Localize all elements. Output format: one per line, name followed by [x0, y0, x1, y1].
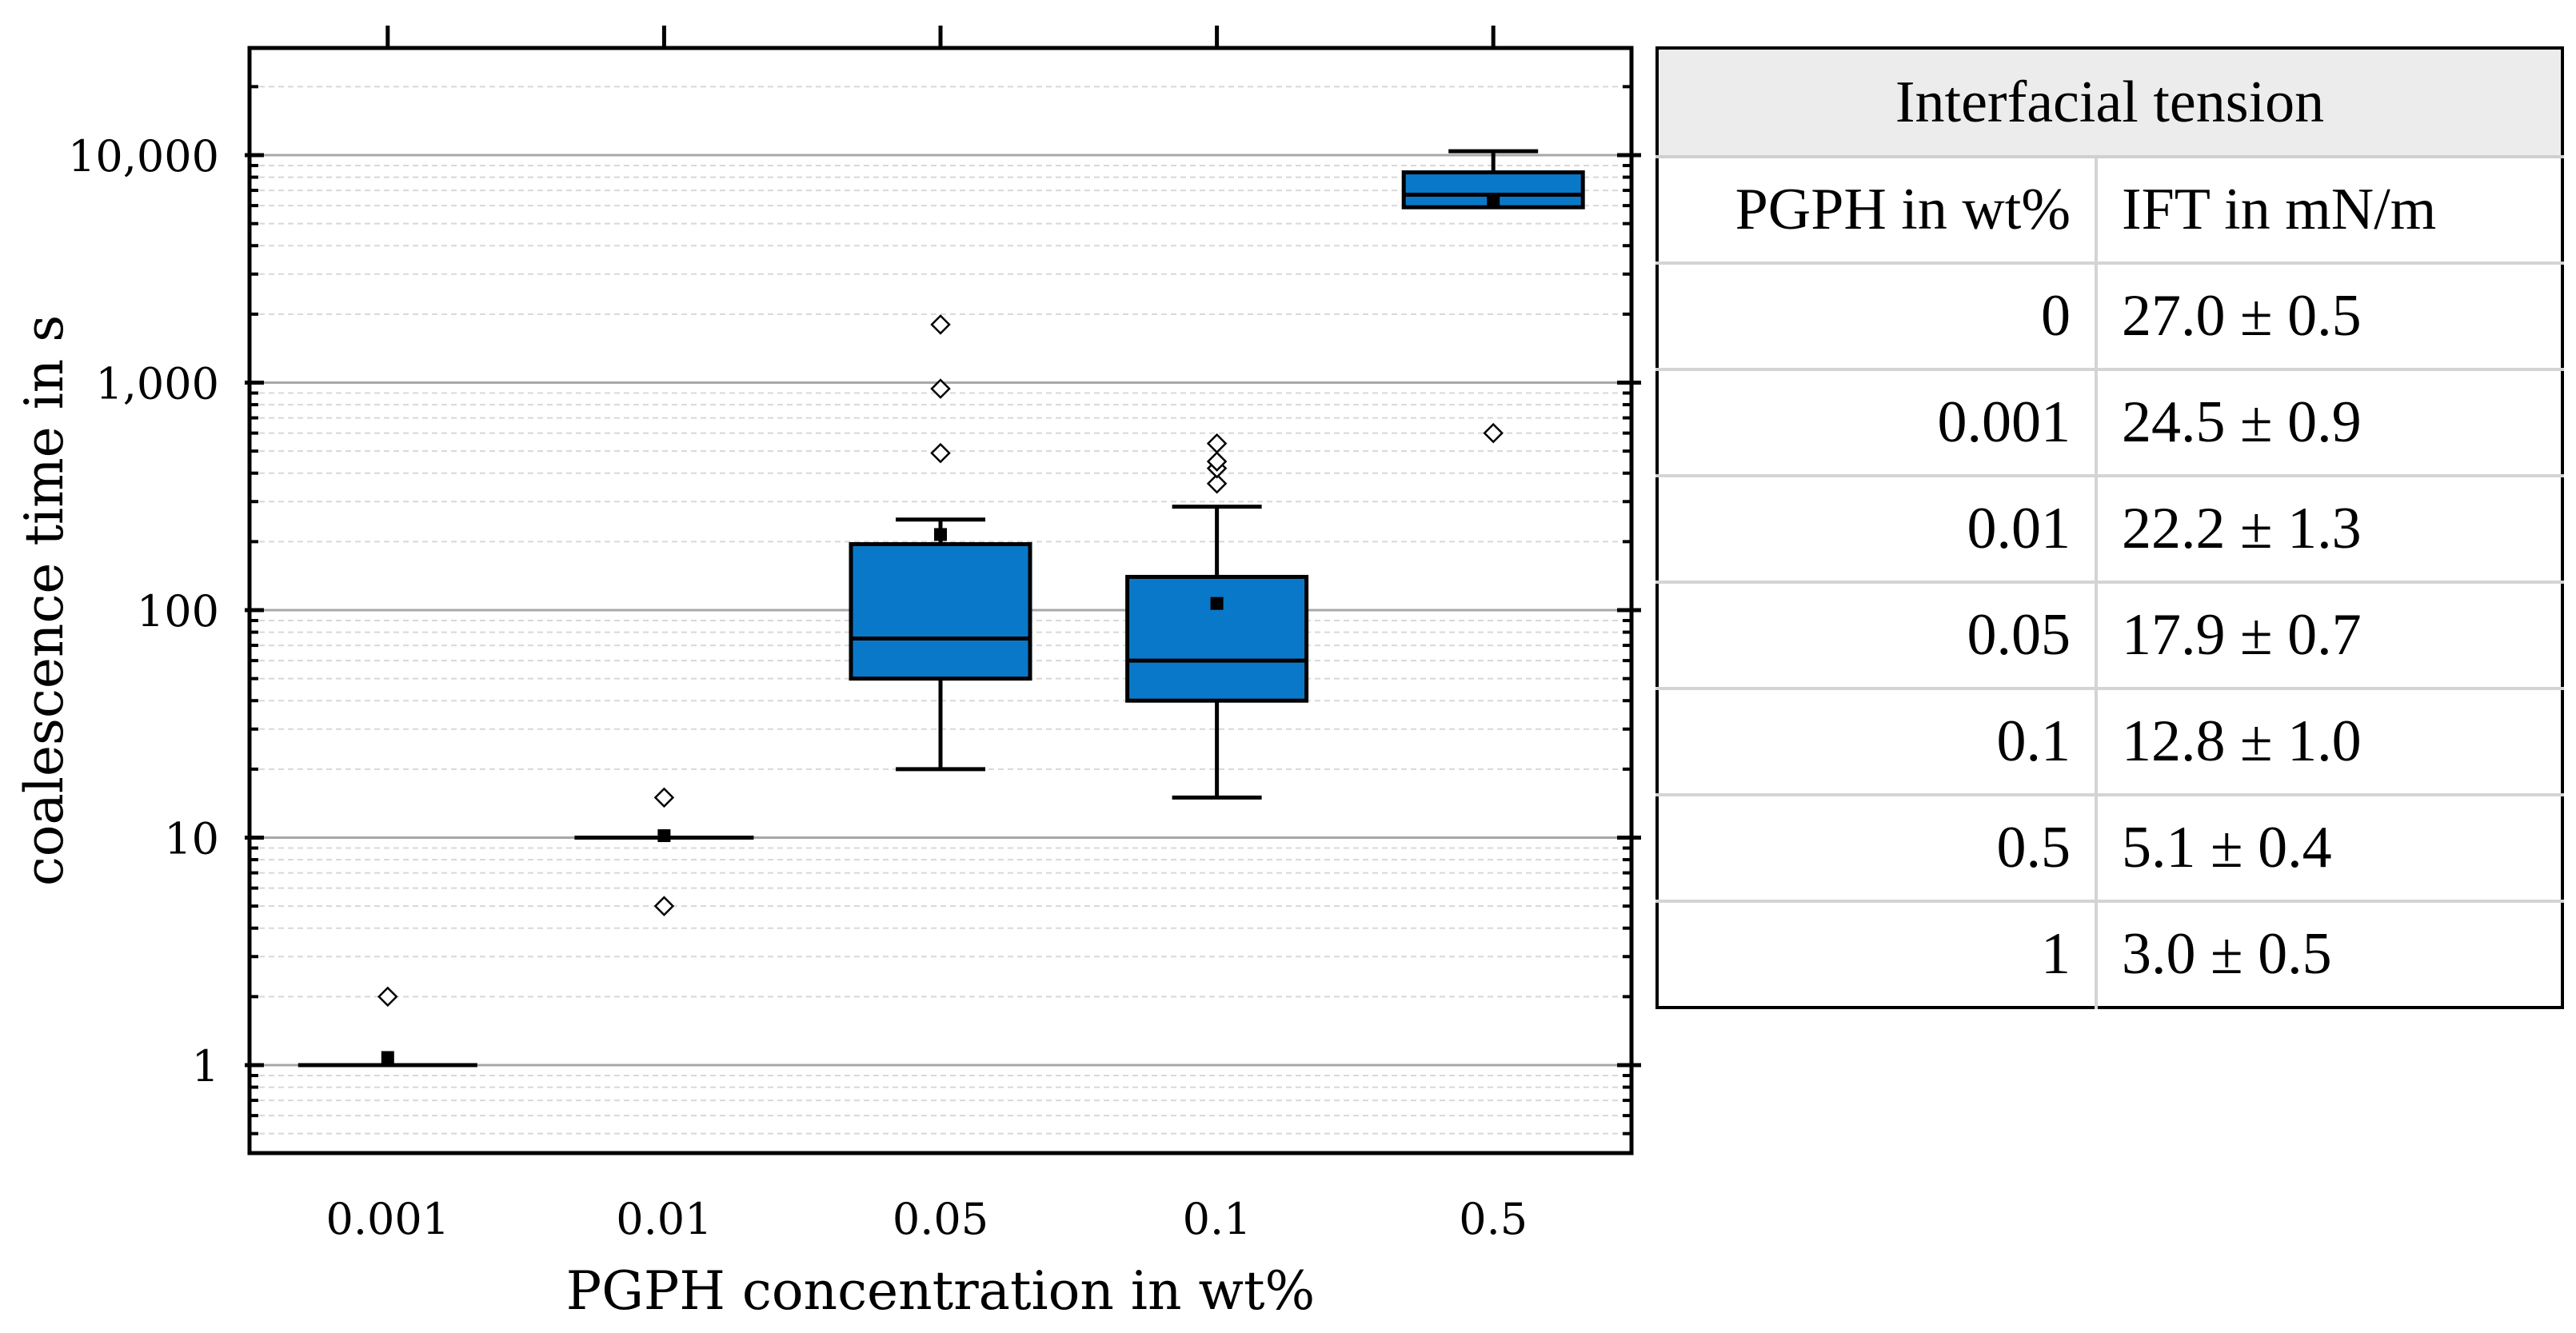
- mean-marker: [1210, 597, 1224, 610]
- table-title: Interfacial tension: [1657, 48, 2562, 158]
- mean-marker: [1487, 193, 1500, 206]
- y-tick-label: 10,000: [68, 131, 219, 182]
- box-series: [298, 149, 1585, 1068]
- pgph-cell: 0.1: [1657, 688, 2098, 796]
- table-row: 0.05 17.9 ± 0.7: [1657, 582, 2562, 690]
- x-tick-label: 0.001: [326, 1194, 450, 1244]
- outlier-point: [1206, 433, 1228, 454]
- box-iqr: [849, 541, 1032, 681]
- y-axis-title: coalescence time in s: [14, 315, 75, 886]
- ift-cell: 27.0 ± 0.5: [2096, 263, 2562, 371]
- interfacial-tension-table: Interfacial tension PGPH in wt% IFT in m…: [1655, 46, 2564, 1009]
- ift-cell: 22.2 ± 1.3: [2096, 476, 2562, 584]
- mean-marker: [934, 528, 947, 541]
- x-tick-label: 0.1: [1183, 1194, 1252, 1244]
- x-tick-label: 0.05: [893, 1194, 988, 1244]
- outlier-point: [1206, 451, 1228, 472]
- table-row: 0.5 5.1 ± 0.4: [1657, 795, 2562, 903]
- box-group-0.001: [298, 986, 477, 1068]
- pgph-cell: 0.001: [1657, 369, 2098, 477]
- plot-frame: [247, 46, 1634, 1155]
- column-header-pgph: PGPH in wt%: [1657, 157, 2098, 265]
- outlier-point: [377, 986, 398, 1008]
- table-row: 0.1 12.8 ± 1.0: [1657, 688, 2562, 796]
- box-group-0.05: [849, 314, 1032, 772]
- x-tick-label: 0.5: [1459, 1194, 1528, 1244]
- outlier-point: [653, 787, 675, 808]
- table-row: 0.001 24.5 ± 0.9: [1657, 369, 2562, 477]
- y-tick-label: 1: [192, 1041, 219, 1092]
- box-group-0.1: [1125, 433, 1309, 800]
- ift-cell: 3.0 ± 0.5: [2122, 921, 2332, 987]
- tick-labels: 1 10 100 1,000 10,000 0.001 0.01 0.05 0.1 0.5: [68, 131, 1528, 1244]
- pgph-cell: 0: [1657, 263, 2098, 371]
- outlier-point: [1483, 422, 1504, 444]
- outlier-point: [1206, 473, 1228, 494]
- y-tick-label: 1,000: [95, 359, 219, 409]
- ift-cell: 24.5 ± 0.9: [2096, 369, 2562, 477]
- x-tick-label: 0.01: [616, 1194, 712, 1244]
- pgph-cell: 1: [1657, 901, 2098, 1008]
- outlier-point: [930, 442, 951, 464]
- box-group-0.01: [574, 787, 754, 916]
- ift-cell: 17.9 ± 0.7: [2096, 582, 2562, 690]
- table-row: 0.01 22.2 ± 1.3: [1657, 476, 2562, 584]
- table-title-row: Interfacial tension: [1657, 48, 2562, 158]
- ift-cell: 5.1 ± 0.4: [2096, 795, 2562, 903]
- pgph-cell: 0.05: [1657, 582, 2098, 690]
- ift-cell: 12.8 ± 1.0: [2096, 688, 2562, 796]
- table-row: 0 27.0 ± 0.5: [1657, 263, 2562, 371]
- y-tick-label: 10: [164, 814, 219, 864]
- outlier-point: [930, 378, 951, 399]
- outlier-point: [653, 896, 675, 916]
- outlier-point: [930, 314, 951, 335]
- table-row: 1 3.0 ± 0.5: [1657, 901, 2562, 1008]
- pgph-cell: 0.5: [1657, 795, 2098, 903]
- mean-marker: [381, 1051, 394, 1064]
- pgph-cell: 0.01: [1657, 476, 2098, 584]
- box-iqr: [1125, 574, 1309, 703]
- mean-marker: [657, 829, 671, 843]
- x-axis-title: PGPH concentration in wt%: [566, 1260, 1315, 1322]
- column-header-ift: IFT in mN/m: [2096, 157, 2562, 265]
- table-header-row: PGPH in wt% IFT in mN/m: [1657, 157, 2562, 265]
- y-tick-label: 100: [137, 586, 219, 637]
- box-group-0.5: [1401, 149, 1585, 444]
